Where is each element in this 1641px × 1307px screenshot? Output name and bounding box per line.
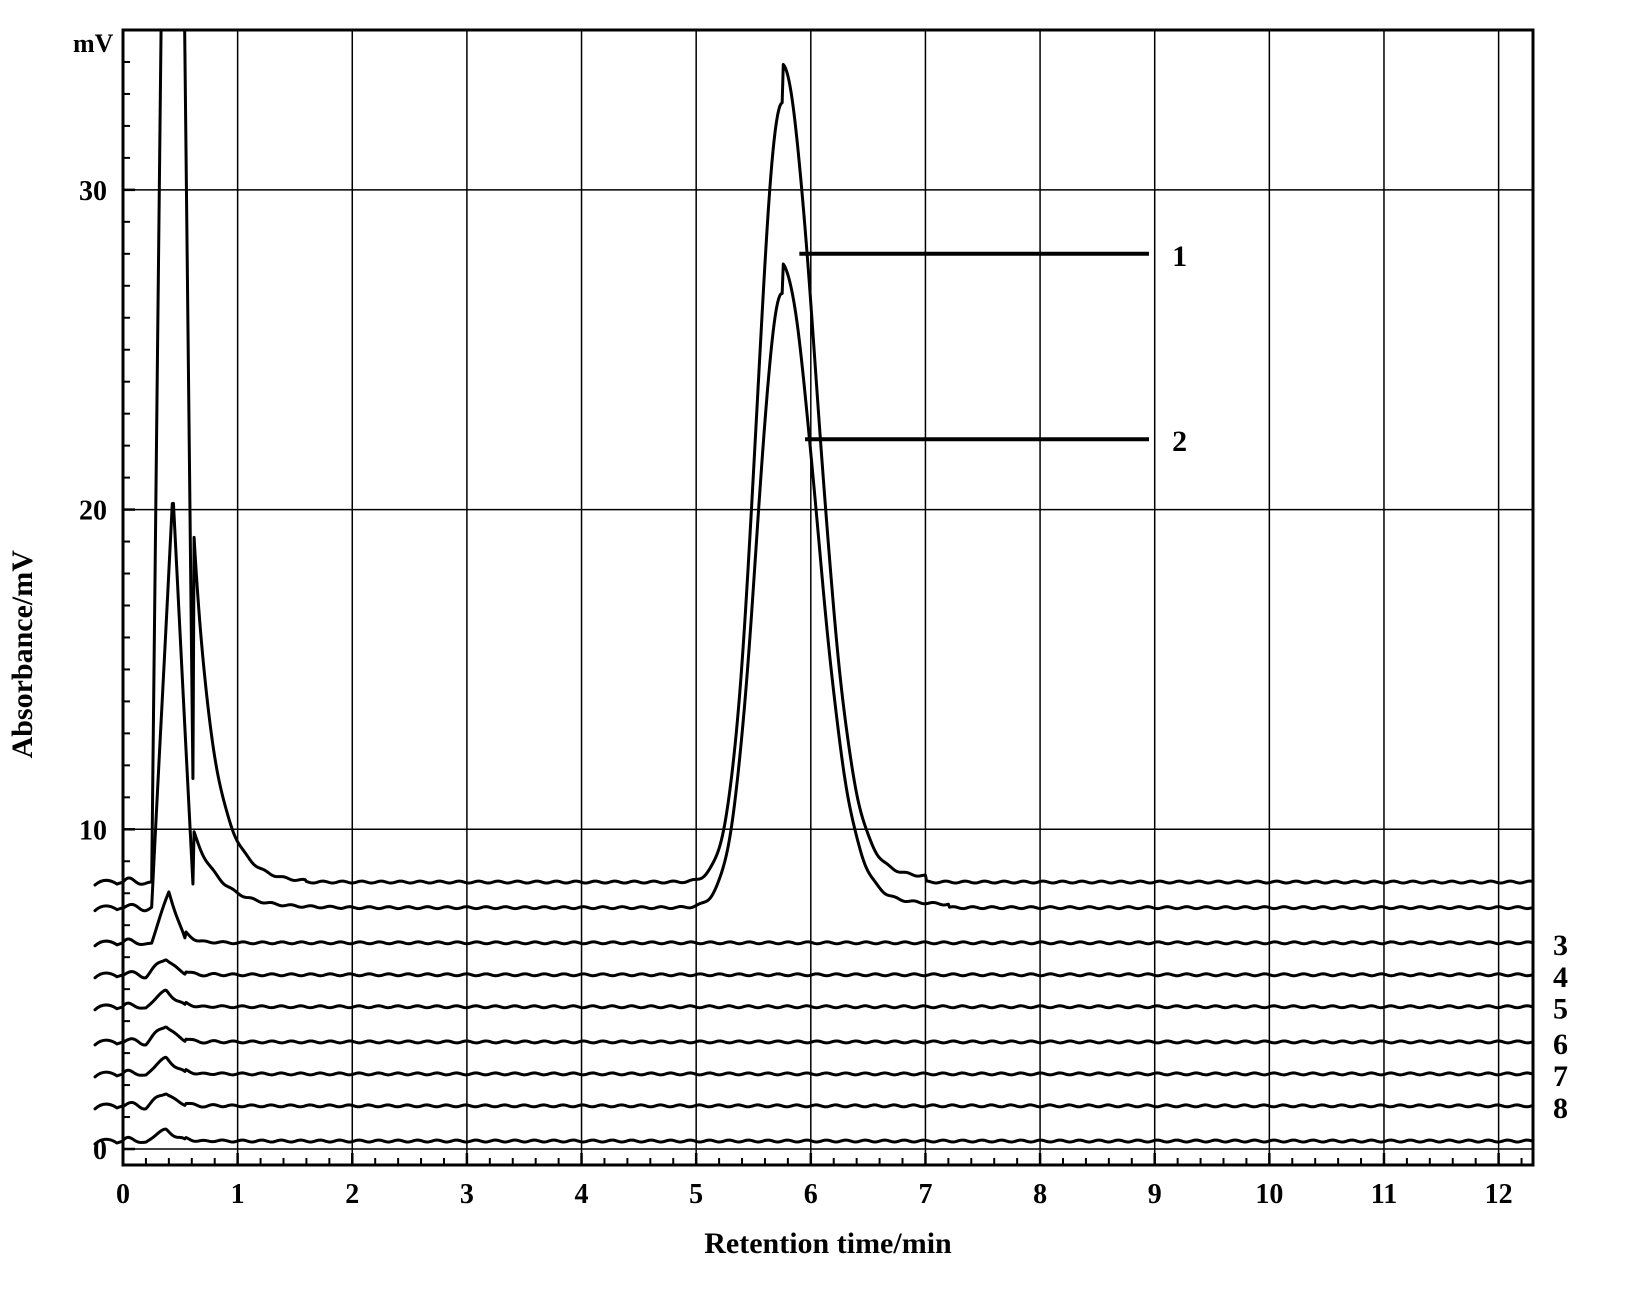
- x-tick-label: 8: [1033, 1179, 1047, 1210]
- peak-label-trace1: 1: [1172, 240, 1187, 273]
- x-tick-label: 2: [345, 1179, 359, 1210]
- peak-label-trace2: 2: [1172, 425, 1187, 458]
- x-tick-label: 12: [1485, 1179, 1513, 1210]
- x-axis-label: Retention time/min: [704, 1227, 952, 1260]
- chromatogram-chart: 01234567891011120102030Retention time/mi…: [0, 0, 1641, 1307]
- x-tick-label: 0: [116, 1179, 130, 1210]
- y-tick-label: 10: [79, 815, 107, 846]
- y-tick-label: 20: [79, 496, 107, 527]
- y-tick-label: 30: [79, 176, 107, 207]
- x-tick-label: 3: [460, 1179, 474, 1210]
- x-tick-label: 11: [1371, 1179, 1397, 1210]
- chart-svg: 01234567891011120102030Retention time/mi…: [0, 0, 1641, 1307]
- y-unit-label: mV: [73, 29, 114, 58]
- x-tick-label: 4: [575, 1179, 589, 1210]
- x-tick-label: 9: [1148, 1179, 1162, 1210]
- right-label-trace3: 3: [1553, 929, 1568, 962]
- right-label-trace6: 6: [1553, 1028, 1568, 1061]
- x-tick-label: 5: [689, 1179, 703, 1210]
- y-axis-label: Absorbance/mV: [6, 550, 39, 759]
- right-label-trace4: 4: [1553, 961, 1568, 994]
- x-tick-label: 1: [231, 1179, 245, 1210]
- x-tick-label: 10: [1255, 1179, 1283, 1210]
- x-tick-label: 7: [918, 1179, 932, 1210]
- x-tick-label: 6: [804, 1179, 818, 1210]
- right-label-trace7: 7: [1553, 1060, 1568, 1093]
- right-label-trace5: 5: [1553, 993, 1568, 1026]
- right-label-trace8: 8: [1553, 1092, 1568, 1125]
